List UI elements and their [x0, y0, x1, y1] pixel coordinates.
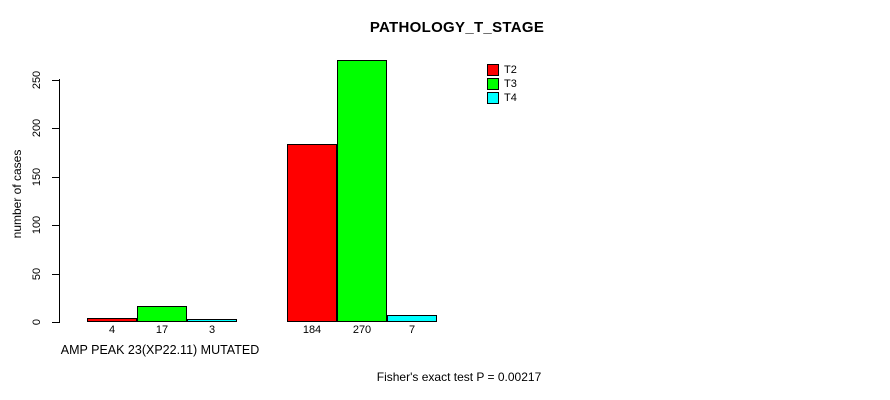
y-tick-200 — [52, 128, 59, 129]
y-axis-line — [59, 79, 60, 323]
legend-swatch-T4 — [487, 92, 499, 104]
fisher-test-footnote: Fisher's exact test P = 0.00217 — [376, 370, 542, 384]
bar-T3-group1 — [137, 306, 187, 322]
bar-value-T2-group1: 4 — [108, 324, 116, 336]
y-tick-label-150: 150 — [31, 167, 43, 187]
y-tick-label-250: 250 — [31, 70, 43, 90]
y-tick-250 — [52, 80, 59, 81]
bar-T4-group1 — [187, 319, 237, 322]
legend-row-T3: T3 — [487, 78, 517, 90]
y-axis-label: number of cases — [10, 149, 24, 239]
bar-value-T4-group2: 7 — [408, 324, 416, 336]
bar-value-T3-group2: 270 — [352, 324, 372, 336]
y-tick-label-100: 100 — [31, 215, 43, 235]
legend-label-T2: T2 — [504, 64, 517, 76]
legend-label-T4: T4 — [504, 92, 517, 104]
legend-swatch-T3 — [487, 78, 499, 90]
y-tick-0 — [52, 322, 59, 323]
legend: T2 T3 T4 — [487, 64, 517, 106]
legend-row-T2: T2 — [487, 64, 517, 76]
bar-value-T2-group2: 184 — [302, 324, 322, 336]
legend-label-T3: T3 — [504, 78, 517, 90]
bar-T3-group2 — [337, 60, 387, 322]
y-tick-label-0: 0 — [31, 318, 43, 326]
bar-T2-group2 — [287, 144, 337, 322]
bar-value-T3-group1: 17 — [155, 324, 169, 336]
bar-value-T4-group1: 3 — [208, 324, 216, 336]
y-tick-50 — [52, 274, 59, 275]
bar-T4-group2 — [387, 315, 437, 322]
group-label-mutated: AMP PEAK 23(XP22.11) MUTATED — [60, 343, 260, 357]
legend-swatch-T2 — [487, 64, 499, 76]
y-tick-label-200: 200 — [31, 118, 43, 138]
chart-title: PATHOLOGY_T_STAGE — [369, 19, 545, 36]
y-tick-150 — [52, 177, 59, 178]
y-tick-100 — [52, 225, 59, 226]
y-tick-label-50: 50 — [31, 267, 43, 281]
legend-row-T4: T4 — [487, 92, 517, 104]
bar-T2-group1 — [87, 318, 137, 322]
